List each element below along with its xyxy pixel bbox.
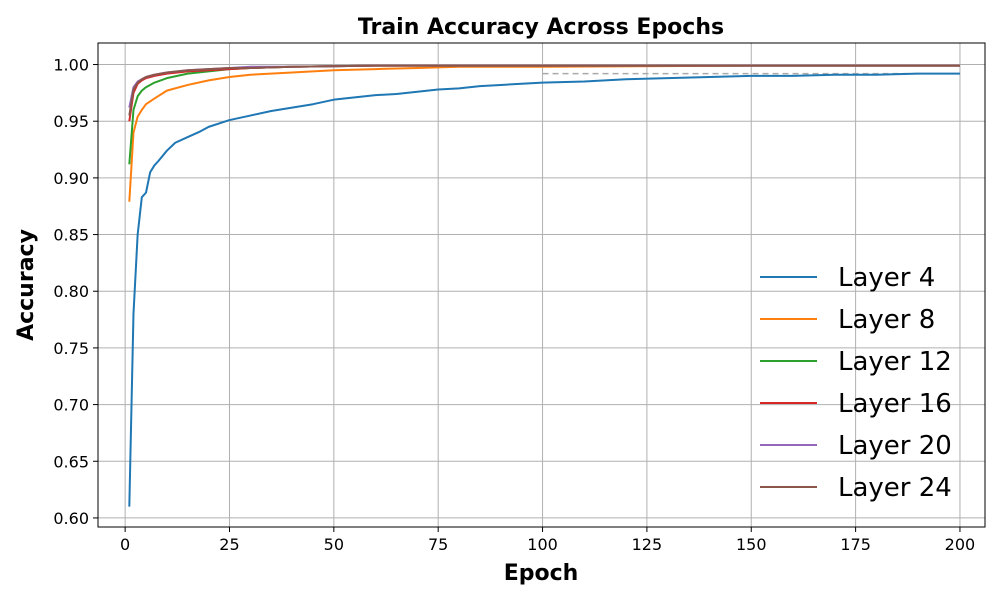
legend-label: Layer 16 — [838, 389, 952, 419]
x-tick-label: 125 — [632, 535, 663, 554]
x-tick-label: 25 — [219, 535, 239, 554]
x-tick-label: 50 — [324, 535, 344, 554]
y-tick-label: 0.65 — [53, 452, 89, 471]
x-axis-ticks: 0 25 50 75 100 125 150 175 200 — [120, 527, 975, 554]
legend-label: Layer 20 — [838, 431, 952, 461]
series-layer — [128, 64, 960, 507]
x-tick-label: 75 — [428, 535, 448, 554]
chart-title: Train Accuracy Across Epochs — [358, 15, 724, 40]
x-tick-label: 0 — [120, 535, 130, 554]
legend-label: Layer 12 — [838, 347, 952, 377]
series-line-layer-8 — [128, 64, 960, 202]
series-line-layer-20 — [128, 64, 960, 108]
plot-frame — [97, 42, 986, 528]
legend-label: Layer 24 — [838, 473, 952, 503]
y-tick-label: 0.75 — [53, 339, 89, 358]
legend-label: Layer 8 — [838, 305, 935, 335]
y-tick-label: 0.95 — [53, 112, 89, 131]
grid — [98, 43, 985, 527]
x-tick-label: 200 — [945, 535, 976, 554]
y-tick-label: 0.60 — [53, 509, 89, 528]
x-axis-label: Epoch — [504, 561, 579, 586]
x-tick-label: 175 — [840, 535, 871, 554]
legend: Layer 4 Layer 8 Layer 12 Layer 16 Layer 20 La… — [760, 263, 952, 503]
legend-label: Layer 4 — [838, 263, 935, 293]
y-axis-label: Accuracy — [14, 229, 39, 341]
y-tick-label: 0.80 — [53, 282, 89, 301]
series-line-layer-4 — [128, 72, 960, 507]
y-axis-ticks: 0.60 0.65 0.70 0.75 0.80 0.85 0.90 0.95 1.00 — [53, 56, 98, 528]
series-line-layer-24 — [128, 64, 960, 116]
y-tick-label: 0.85 — [53, 226, 89, 245]
y-tick-label: 0.90 — [53, 169, 89, 188]
x-tick-label: 100 — [527, 535, 558, 554]
y-tick-label: 0.70 — [53, 396, 89, 415]
x-tick-label: 150 — [736, 535, 767, 554]
y-tick-label: 1.00 — [53, 56, 89, 75]
